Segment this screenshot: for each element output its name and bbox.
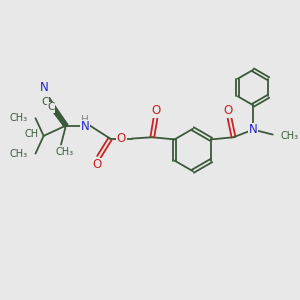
Text: O: O — [224, 104, 233, 117]
Text: N: N — [40, 84, 50, 97]
Text: C: C — [41, 97, 49, 107]
Text: C: C — [48, 102, 55, 112]
Text: CH₃: CH₃ — [10, 113, 28, 123]
Text: O: O — [152, 104, 161, 117]
Text: CH₃: CH₃ — [281, 131, 299, 141]
Text: CH: CH — [25, 129, 39, 139]
Text: O: O — [93, 158, 102, 171]
Text: CH₃: CH₃ — [55, 147, 74, 157]
Text: CH₃: CH₃ — [10, 148, 28, 158]
Text: N: N — [40, 81, 49, 94]
Text: O: O — [117, 132, 126, 145]
Text: H: H — [81, 115, 89, 124]
Text: N: N — [81, 120, 89, 134]
Text: N: N — [249, 123, 257, 136]
